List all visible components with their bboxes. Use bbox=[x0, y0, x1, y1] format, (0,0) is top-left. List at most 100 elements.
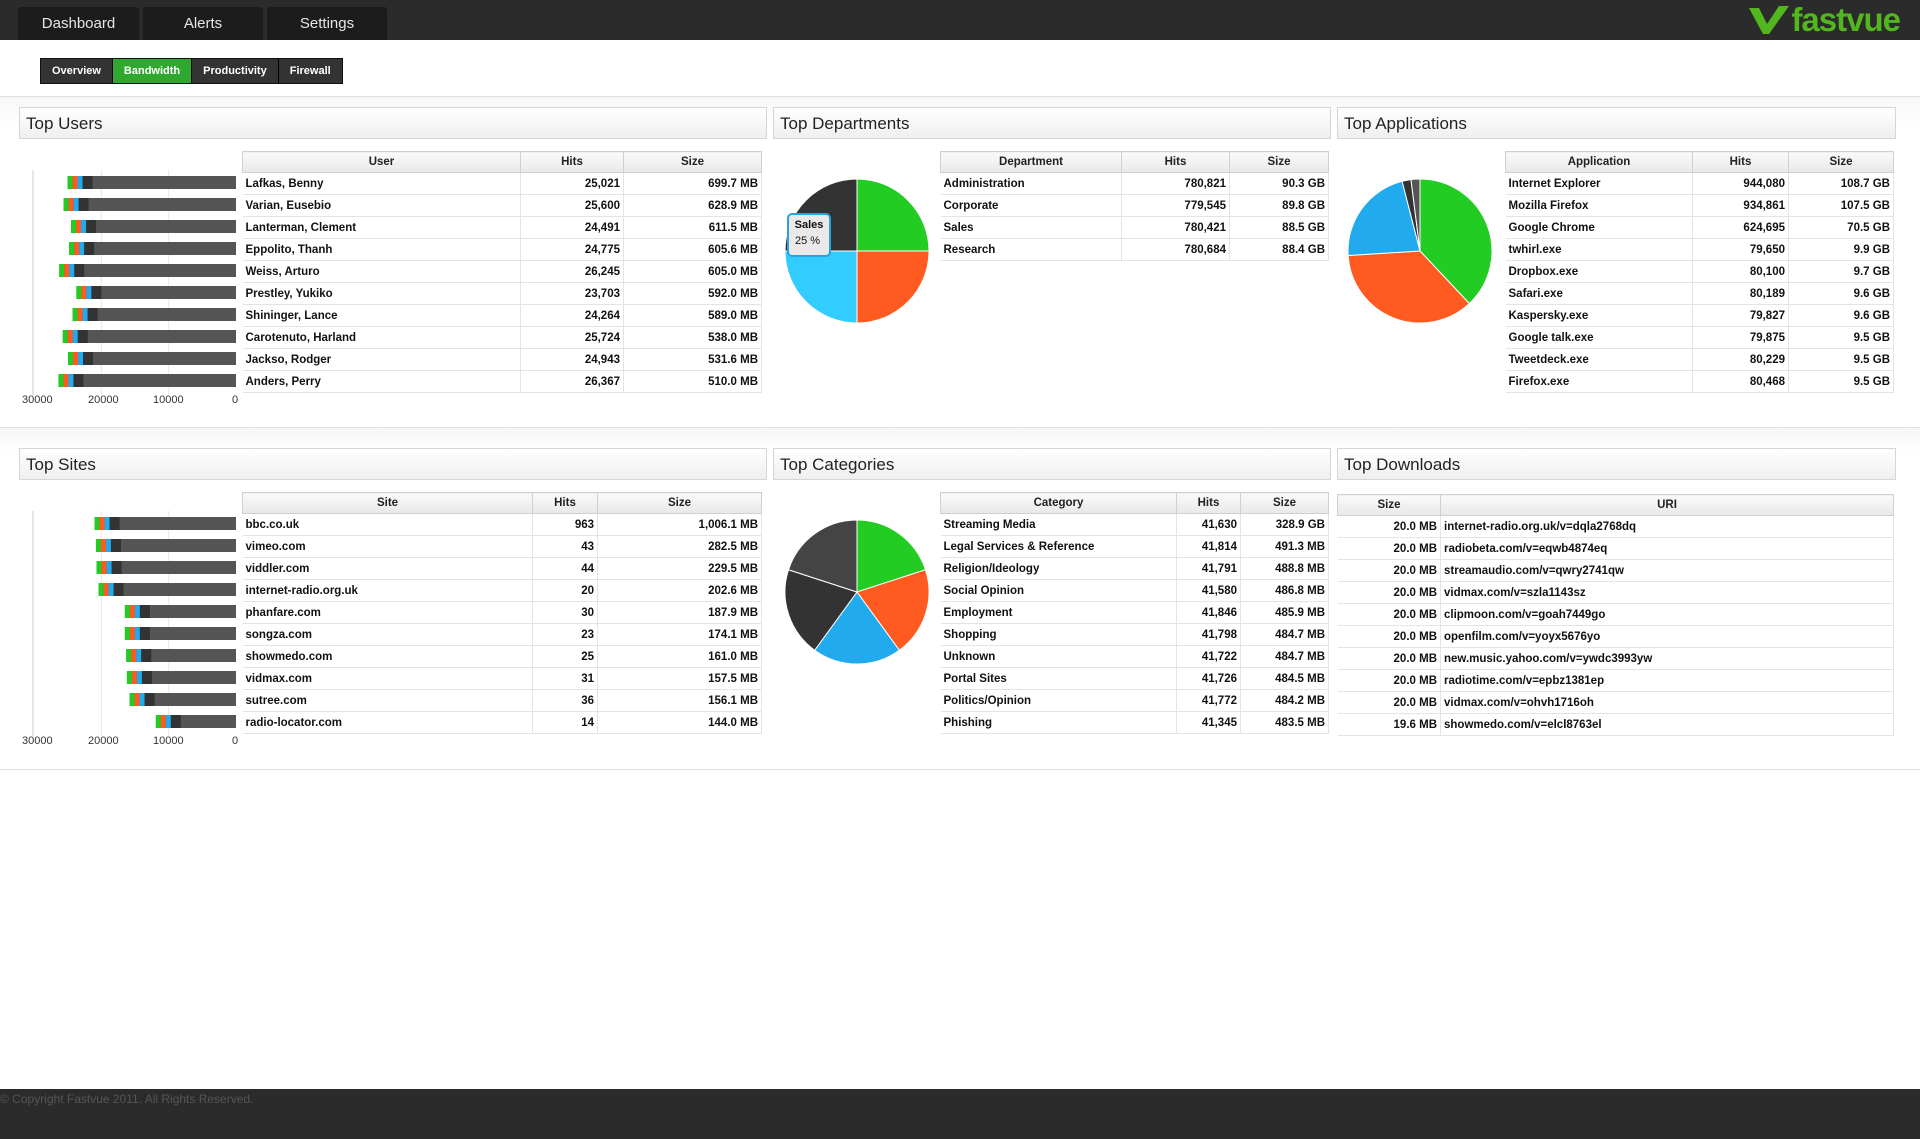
table-cell: 491.3 MB bbox=[1240, 535, 1329, 558]
table-cell: showmedo.com bbox=[242, 645, 533, 668]
download-row[interactable]: 20.0 MB vidmax.com/v=ohvh1716oh bbox=[1337, 691, 1894, 714]
category-row[interactable]: Employment 41,846 485.9 MB bbox=[940, 601, 1329, 624]
column-header-hits[interactable]: Hits bbox=[1176, 492, 1241, 514]
application-row[interactable]: Kaspersky.exe 79,827 9.6 GB bbox=[1505, 304, 1894, 327]
column-header-size[interactable]: Size bbox=[1229, 151, 1329, 173]
site-row[interactable]: songza.com 23 174.1 MB bbox=[242, 623, 762, 646]
site-row[interactable]: sutree.com 36 156.1 MB bbox=[242, 689, 762, 712]
table-cell: Streaming Media bbox=[940, 513, 1177, 536]
table-cell: 484.7 MB bbox=[1240, 645, 1329, 668]
table-cell: Mozilla Firefox bbox=[1505, 194, 1693, 217]
site-row[interactable]: phanfare.com 30 187.9 MB bbox=[242, 601, 762, 624]
department-row[interactable]: Sales 780,421 88.5 GB bbox=[940, 216, 1329, 239]
category-row[interactable]: Shopping 41,798 484.7 MB bbox=[940, 623, 1329, 646]
column-header-size[interactable]: Size bbox=[1240, 492, 1329, 514]
application-row[interactable]: Firefox.exe 80,468 9.5 GB bbox=[1505, 370, 1894, 393]
user-row[interactable]: Shininger, Lance 24,264 589.0 MB bbox=[242, 304, 762, 327]
column-header-user[interactable]: User bbox=[242, 151, 521, 173]
table-cell: 41,630 bbox=[1176, 513, 1241, 536]
table-cell: Shopping bbox=[940, 623, 1177, 646]
table-cell: 144.0 MB bbox=[597, 711, 762, 734]
application-row[interactable]: Google Chrome 624,695 70.5 GB bbox=[1505, 216, 1894, 239]
user-row[interactable]: Jackso, Rodger 24,943 531.6 MB bbox=[242, 348, 762, 371]
user-row[interactable]: Varian, Eusebio 25,600 628.9 MB bbox=[242, 194, 762, 217]
download-row[interactable]: 20.0 MB streamaudio.com/v=qwry2741qw bbox=[1337, 559, 1894, 582]
department-row[interactable]: Research 780,684 88.4 GB bbox=[940, 238, 1329, 261]
bar-segment bbox=[69, 264, 75, 277]
application-row[interactable]: Tweetdeck.exe 80,229 9.5 GB bbox=[1505, 348, 1894, 371]
category-row[interactable]: Legal Services & Reference 41,814 491.3 MB bbox=[940, 535, 1329, 558]
download-row[interactable]: 20.0 MB radiotime.com/v=epbz1381ep bbox=[1337, 669, 1894, 692]
column-header-uri[interactable]: URI bbox=[1440, 494, 1894, 516]
bar-segment bbox=[165, 715, 171, 728]
site-row[interactable]: showmedo.com 25 161.0 MB bbox=[242, 645, 762, 668]
nav-settings-tab[interactable]: Settings bbox=[267, 7, 387, 40]
download-row[interactable]: 20.0 MB new.music.yahoo.com/v=ywdc3993yw bbox=[1337, 647, 1894, 670]
download-row[interactable]: 20.0 MB vidmax.com/v=szla1143sz bbox=[1337, 581, 1894, 604]
table-cell: 90.3 GB bbox=[1229, 172, 1329, 195]
column-header-size[interactable]: Size bbox=[1337, 494, 1441, 516]
user-row[interactable]: Lafkas, Benny 25,021 699.7 MB bbox=[242, 172, 762, 195]
download-row[interactable]: 20.0 MB radiobeta.com/v=eqwb4874eq bbox=[1337, 537, 1894, 560]
user-row[interactable]: Prestley, Yukiko 23,703 592.0 MB bbox=[242, 282, 762, 305]
pie-slice bbox=[1419, 178, 1493, 305]
table-cell: Legal Services & Reference bbox=[940, 535, 1177, 558]
column-header-hits[interactable]: Hits bbox=[1692, 151, 1789, 173]
subnav-firewall[interactable]: Firewall bbox=[278, 59, 342, 83]
column-header-size[interactable]: Size bbox=[597, 492, 762, 514]
category-row[interactable]: Streaming Media 41,630 328.9 GB bbox=[940, 513, 1329, 536]
column-header-application[interactable]: Application bbox=[1505, 151, 1693, 173]
user-row[interactable]: Eppolito, Thanh 24,775 605.6 MB bbox=[242, 238, 762, 261]
user-row[interactable]: Anders, Perry 26,367 510.0 MB bbox=[242, 370, 762, 393]
site-row[interactable]: radio-locator.com 14 144.0 MB bbox=[242, 711, 762, 734]
download-row[interactable]: 20.0 MB internet-radio.org.uk/v=dqla2768d… bbox=[1337, 515, 1894, 538]
column-header-hits[interactable]: Hits bbox=[532, 492, 598, 514]
column-header-department[interactable]: Department bbox=[940, 151, 1122, 173]
user-row[interactable]: Lanterman, Clement 24,491 611.5 MB bbox=[242, 216, 762, 239]
subnav-bandwidth[interactable]: Bandwidth bbox=[112, 59, 193, 83]
nav-alerts-tab[interactable]: Alerts bbox=[143, 7, 263, 40]
user-row[interactable]: Carotenuto, Harland 25,724 538.0 MB bbox=[242, 326, 762, 349]
table-cell: radiobeta.com/v=eqwb4874eq bbox=[1440, 537, 1894, 560]
column-header-size[interactable]: Size bbox=[623, 151, 762, 173]
site-row[interactable]: internet-radio.org.uk 20 202.6 MB bbox=[242, 579, 762, 602]
application-row[interactable]: Safari.exe 80,189 9.6 GB bbox=[1505, 282, 1894, 305]
download-row[interactable]: 20.0 MB clipmoon.com/v=goah7449go bbox=[1337, 603, 1894, 626]
column-header-site[interactable]: Site bbox=[242, 492, 533, 514]
pie-slice bbox=[787, 519, 858, 593]
site-row[interactable]: vidmax.com 31 157.5 MB bbox=[242, 667, 762, 690]
table-cell: 187.9 MB bbox=[597, 601, 762, 624]
application-row[interactable]: Mozilla Firefox 934,861 107.5 GB bbox=[1505, 194, 1894, 217]
subnav-productivity[interactable]: Productivity bbox=[192, 59, 279, 83]
application-row[interactable]: Internet Explorer 944,080 108.7 GB bbox=[1505, 172, 1894, 195]
department-row[interactable]: Administration 780,821 90.3 GB bbox=[940, 172, 1329, 195]
download-row[interactable]: 19.6 MB showmedo.com/v=elcl8763el bbox=[1337, 713, 1894, 736]
application-row[interactable]: Google talk.exe 79,875 9.5 GB bbox=[1505, 326, 1894, 349]
category-row[interactable]: Social Opinion 41,580 486.8 MB bbox=[940, 579, 1329, 602]
user-row[interactable]: Weiss, Arturo 26,245 605.0 MB bbox=[242, 260, 762, 283]
table-cell: 1,006.1 MB bbox=[597, 513, 762, 536]
site-row[interactable]: vimeo.com 43 282.5 MB bbox=[242, 535, 762, 558]
site-row[interactable]: bbc.co.uk 963 1,006.1 MB bbox=[242, 513, 762, 536]
fastvue-logo[interactable]: fastvue bbox=[1747, 3, 1901, 36]
column-header-category[interactable]: Category bbox=[940, 492, 1177, 514]
bar-segment bbox=[77, 330, 88, 343]
subnav-overview[interactable]: Overview bbox=[41, 59, 113, 83]
category-row[interactable]: Phishing 41,345 483.5 MB bbox=[940, 711, 1329, 734]
bar-segment bbox=[68, 352, 74, 365]
column-header-size[interactable]: Size bbox=[1788, 151, 1894, 173]
pie-slice bbox=[856, 178, 930, 252]
application-row[interactable]: Dropbox.exe 80,100 9.7 GB bbox=[1505, 260, 1894, 283]
application-row[interactable]: twhirl.exe 79,650 9.9 GB bbox=[1505, 238, 1894, 261]
category-row[interactable]: Portal Sites 41,726 484.5 MB bbox=[940, 667, 1329, 690]
category-row[interactable]: Politics/Opinion 41,772 484.2 MB bbox=[940, 689, 1329, 712]
site-row[interactable]: viddler.com 44 229.5 MB bbox=[242, 557, 762, 580]
column-header-hits[interactable]: Hits bbox=[1121, 151, 1230, 173]
table-cell: 486.8 MB bbox=[1240, 579, 1329, 602]
column-header-hits[interactable]: Hits bbox=[520, 151, 624, 173]
category-row[interactable]: Unknown 41,722 484.7 MB bbox=[940, 645, 1329, 668]
download-row[interactable]: 20.0 MB openfilm.com/v=yoyx5676yo bbox=[1337, 625, 1894, 648]
category-row[interactable]: Religion/Ideology 41,791 488.8 MB bbox=[940, 557, 1329, 580]
nav-dashboard-tab[interactable]: Dashboard bbox=[18, 7, 139, 40]
department-row[interactable]: Corporate 779,545 89.8 GB bbox=[940, 194, 1329, 217]
